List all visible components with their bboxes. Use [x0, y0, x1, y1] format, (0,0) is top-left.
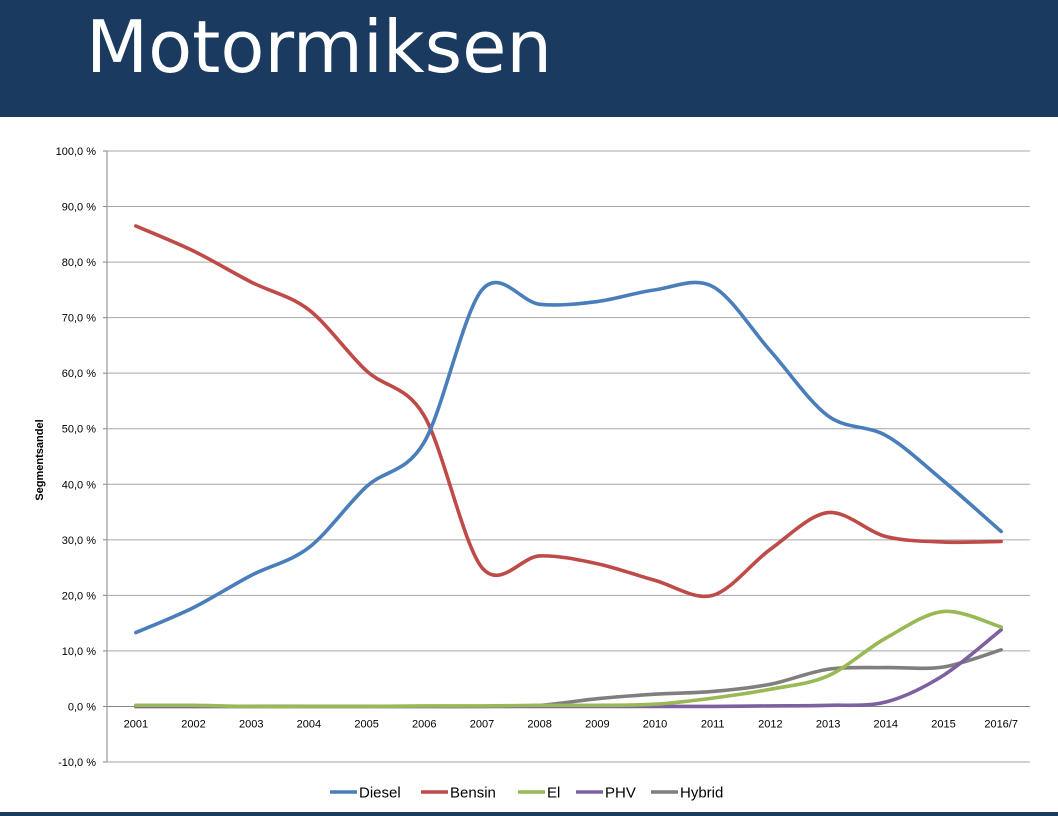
x-tick-label: 2003	[239, 718, 263, 730]
y-tick-label: 70,0 %	[62, 313, 96, 325]
series-line-bensin	[134, 224, 1003, 599]
y-tick-label: 80,0 %	[62, 257, 96, 269]
x-tick-label: 2002	[181, 718, 205, 730]
y-axis-label: Segmentsandel	[34, 419, 46, 500]
y-tick-label: 60,0 %	[62, 368, 96, 380]
x-tick-label: 2014	[874, 718, 898, 730]
x-tick-label: 2013	[816, 718, 840, 730]
x-tick-label: 2006	[412, 718, 436, 730]
series-lines	[134, 224, 1003, 709]
series-line-diesel	[134, 280, 1003, 635]
x-tick-label: 2008	[527, 718, 551, 730]
x-tick-label: 2016/7	[984, 718, 1018, 730]
y-tick-label: 30,0 %	[62, 535, 96, 547]
footer-bar	[0, 812, 1058, 816]
title-banner: Motormiksen	[0, 0, 1058, 117]
legend-label-diesel: Diesel	[359, 785, 401, 802]
x-tick-label: 2011	[701, 718, 725, 730]
y-tick-label: -10,0 %	[58, 757, 96, 769]
gridlines	[103, 150, 1030, 763]
y-tick-label: 50,0 %	[62, 424, 96, 436]
legend-label-phv: PHV	[605, 785, 636, 802]
x-tick-label: 2009	[585, 718, 609, 730]
series-line-el	[134, 609, 1003, 709]
x-tick-label: 2007	[470, 718, 494, 730]
y-tick-label: 20,0 %	[62, 590, 96, 602]
x-tick-label: 2012	[758, 718, 782, 730]
page-title: Motormiksen	[86, 5, 553, 89]
y-tick-label: 0,0 %	[68, 701, 96, 713]
series-line-hybrid	[134, 648, 1003, 709]
y-axis-ticks: -10,0 % 0,0 % 10,0 % 20,0 % 30,0 % 40,0 % 50,0…	[56, 146, 97, 769]
x-tick-label: 2001	[124, 718, 148, 730]
legend-label-bensin: Bensin	[450, 785, 496, 802]
y-tick-label: 100,0 %	[56, 146, 97, 158]
x-tick-label: 2010	[643, 718, 667, 730]
x-axis-ticks: 2001 2002 2003 2004 2005 2006 2007 2008 2009 2010…	[124, 718, 1018, 730]
x-tick-label: 2015	[931, 718, 955, 730]
x-tick-label: 2005	[354, 718, 378, 730]
x-tick-label: 2004	[297, 718, 321, 730]
legend-label-el: El	[547, 785, 560, 802]
legend: Diesel Bensin El PHV Hybrid	[330, 785, 723, 802]
y-tick-label: 40,0 %	[62, 479, 96, 491]
y-tick-label: 90,0 %	[62, 202, 96, 214]
y-tick-label: 10,0 %	[62, 646, 96, 658]
legend-label-hybrid: Hybrid	[680, 785, 723, 802]
